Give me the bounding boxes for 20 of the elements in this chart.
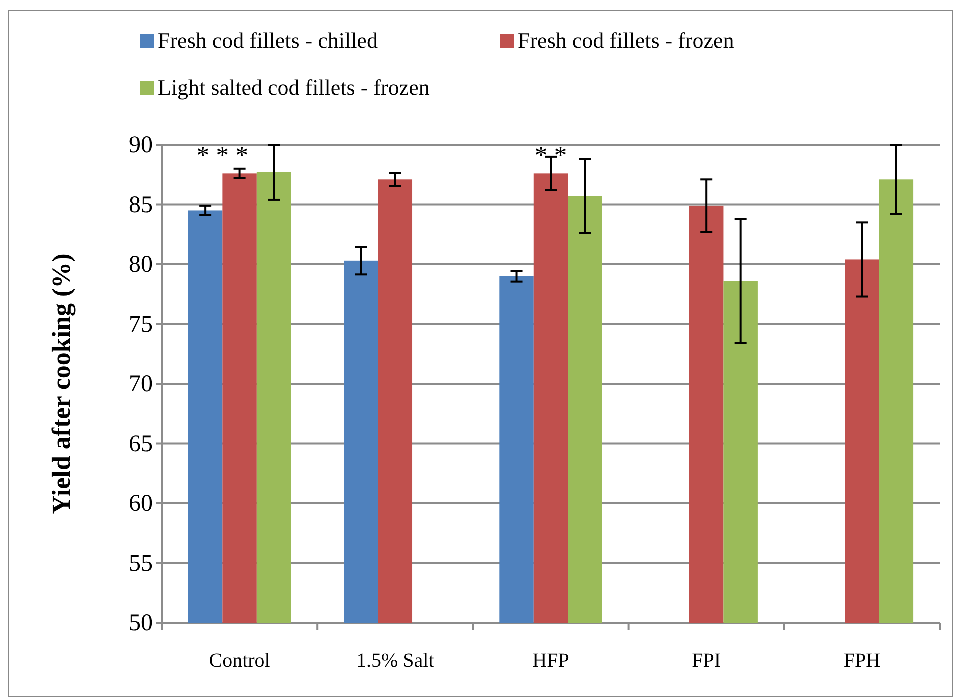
y-tick-label: 80: [129, 252, 153, 278]
x-tick-label: FPH: [844, 650, 881, 672]
y-tick-label: 70: [129, 372, 153, 398]
y-tick-label: 75: [129, 312, 153, 338]
annotation: * *: [534, 141, 568, 170]
y-tick-label: 60: [129, 491, 153, 518]
y-tick-label: 50: [129, 610, 153, 637]
y-tick-label: 55: [129, 550, 153, 577]
y-tick-label: 65: [129, 431, 153, 458]
y-tick-label: 85: [129, 192, 153, 218]
y-axis-title: Yield after cooking (%): [47, 254, 76, 514]
x-tick-label: HFP: [532, 650, 570, 672]
annotation: * * *: [196, 141, 249, 170]
legend-label: Fresh cod fillets - chilled: [158, 28, 378, 53]
x-tick-label: FPI: [692, 650, 722, 672]
x-tick-label: Control: [209, 650, 271, 672]
y-tick-label: 90: [129, 132, 153, 159]
legend-label: Fresh cod fillets - frozen: [518, 28, 734, 53]
legend-label: Light salted cod fillets - frozen: [158, 75, 430, 100]
x-tick-label: 1.5% Salt: [356, 650, 435, 672]
